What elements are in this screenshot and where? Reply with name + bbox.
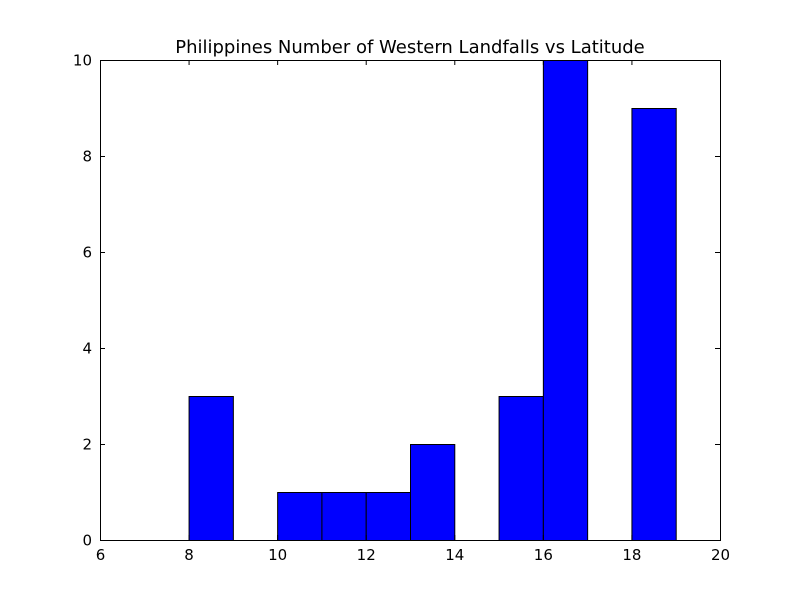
x-tick-label-4: 14: [445, 546, 464, 564]
histogram-bar-5: [321, 492, 367, 541]
y-tick-label-5: 10: [73, 52, 92, 70]
plot-frame: [100, 60, 721, 541]
x-tick-label-1: 8: [184, 546, 194, 564]
x-tick-label-3: 12: [357, 546, 376, 564]
histogram-bar-2: [188, 396, 234, 541]
chart-title: Philippines Number of Western Landfalls …: [175, 37, 645, 58]
histogram-bar-12: [631, 108, 677, 541]
histogram-bar-10: [542, 60, 589, 541]
histogram-bar-6: [365, 492, 412, 541]
x-tick-label-0: 6: [96, 546, 106, 564]
x-tick-label-7: 20: [711, 546, 730, 564]
y-tick-label-2: 4: [82, 340, 92, 358]
histogram-bar-7: [410, 444, 456, 541]
histogram-bar-9: [498, 396, 544, 541]
bars-group: [188, 60, 677, 541]
ticks-group: [100, 60, 721, 541]
y-tick-label-1: 2: [82, 436, 92, 454]
y-tick-label-4: 8: [82, 148, 92, 166]
histogram-bar-4: [277, 492, 323, 541]
x-tick-label-5: 16: [534, 546, 553, 564]
x-tick-label-6: 18: [622, 546, 641, 564]
y-tick-label-0: 0: [82, 532, 92, 550]
tick-labels-group: 6 8 10 12 14 16 18 20 0 2 4 6 8 10: [73, 52, 730, 565]
y-tick-label-3: 6: [82, 244, 92, 262]
x-tick-label-2: 10: [268, 546, 287, 564]
